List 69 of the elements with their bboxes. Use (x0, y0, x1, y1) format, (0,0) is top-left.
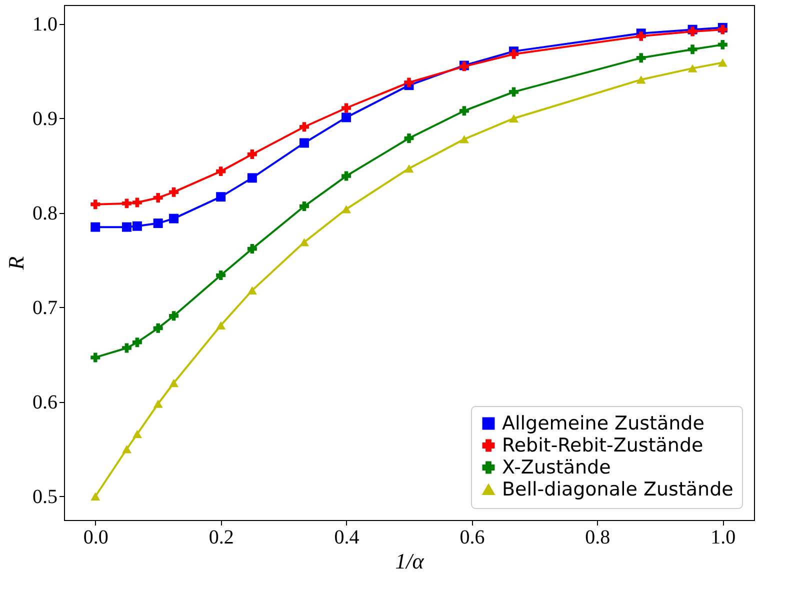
point (90, 352, 100, 362)
y-tick-label: 0.9 (32, 108, 58, 130)
point (169, 214, 179, 224)
point (122, 222, 132, 232)
point (153, 193, 163, 203)
point (509, 87, 518, 97)
point (636, 76, 646, 84)
point (404, 78, 414, 88)
point (216, 192, 226, 202)
x-axis-title: 1/α (395, 548, 424, 574)
x-tick-label: 0.0 (83, 526, 108, 548)
y-axis-title: R (4, 256, 28, 271)
point (342, 171, 352, 181)
point (247, 286, 257, 294)
point (509, 114, 518, 122)
point (404, 164, 414, 173)
legend-label: Rebit-Rebit-Zustände (502, 434, 704, 456)
point (216, 321, 226, 330)
point (342, 112, 352, 122)
y-tick-label: 0.5 (32, 486, 58, 508)
point (342, 103, 352, 113)
point (404, 133, 414, 143)
point (247, 244, 257, 254)
point (718, 58, 728, 67)
point (122, 445, 132, 454)
point (300, 202, 309, 212)
point (247, 150, 257, 160)
point (153, 218, 163, 228)
point (90, 200, 100, 210)
point (132, 430, 142, 438)
point (122, 198, 132, 208)
point (636, 31, 646, 41)
point (300, 238, 309, 246)
point (459, 106, 469, 116)
legend-label: Allgemeine Zustände (502, 412, 704, 434)
point (90, 222, 100, 232)
y-tick-label: 0.6 (32, 391, 58, 414)
point (342, 205, 352, 214)
point (153, 323, 163, 333)
point (216, 270, 226, 280)
point (132, 221, 142, 231)
x-tick-label: 1.0 (710, 526, 736, 548)
x-tick-label: 0.8 (585, 526, 610, 548)
point (132, 198, 142, 208)
point (459, 135, 469, 144)
point (169, 311, 179, 321)
point (90, 492, 100, 500)
x-tick-label: 0.4 (334, 526, 360, 548)
point (132, 338, 142, 348)
point (718, 40, 728, 50)
point (247, 173, 257, 183)
legend-label: X-Zustände (502, 456, 611, 478)
point (216, 166, 226, 176)
point (636, 53, 646, 63)
point (300, 122, 309, 132)
y-tick-label: 0.7 (32, 296, 58, 319)
y-tick-label: 0.8 (32, 202, 58, 224)
point (688, 44, 698, 54)
point (688, 64, 698, 72)
point (509, 49, 518, 59)
point (153, 400, 163, 408)
y-tick-label: 1.0 (32, 13, 58, 36)
point (122, 343, 132, 353)
x-tick-label: 0.6 (460, 526, 485, 548)
point (169, 187, 179, 197)
point (300, 138, 309, 148)
x-tick-label: 0.2 (208, 526, 234, 548)
point (169, 378, 179, 388)
legend-label: Bell-diagonale Zustände (502, 478, 734, 500)
